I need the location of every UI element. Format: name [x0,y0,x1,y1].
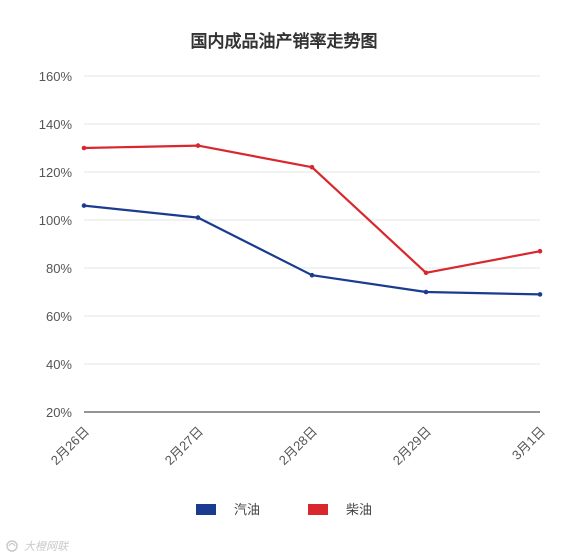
y-tick-label: 60% [46,309,72,324]
legend: 汽油 柴油 [196,502,372,517]
data-point [81,145,87,151]
x-axis: 2月26日 2月27日 2月28日 2月29日 3月1日 [48,424,548,468]
data-point [195,215,201,220]
data-point [537,248,543,254]
y-tick-label: 120% [39,165,73,180]
series-line-1 [83,144,541,274]
data-point [537,292,543,297]
legend-swatch [308,504,328,515]
y-tick-label: 100% [39,213,73,228]
y-tick-label: 160% [39,69,73,84]
x-tick-label: 2月27日 [162,424,206,468]
y-axis: 20% 40% 60% 80% 100% 120% 140% 160% [39,69,73,420]
legend-label: 汽油 [234,502,260,517]
y-tick-label: 20% [46,405,72,420]
data-point [309,164,315,170]
x-tick-label: 2月28日 [276,424,320,468]
y-tick-label: 40% [46,357,72,372]
series-line-0 [83,204,541,296]
logo-icon [6,540,18,552]
y-tick-label: 80% [46,261,72,276]
data-point [423,289,429,295]
legend-label: 柴油 [346,502,372,517]
x-tick-label: 3月1日 [509,424,548,463]
legend-swatch [196,504,216,515]
plot-area [81,143,543,297]
watermark: 大橙网联 [6,540,69,553]
grid-lines [84,75,540,413]
x-tick-label: 2月26日 [48,424,92,468]
y-tick-label: 140% [39,117,73,132]
data-point [81,203,87,208]
data-point [309,272,315,278]
data-point [195,143,201,148]
chart-title: 国内成品油产销率走势图 [191,31,378,51]
watermark-text: 大橙网联 [24,540,69,553]
x-tick-label: 2月29日 [390,424,434,468]
data-point [423,270,429,276]
